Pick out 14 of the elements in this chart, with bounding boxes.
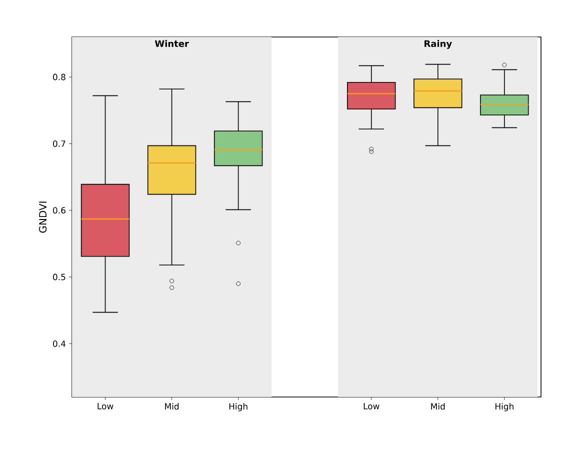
x-tick-label: High [495,403,514,412]
x-tick-label: Mid [165,403,179,410]
y-tick-label: 0.7 [53,140,66,147]
x-tick-label: High [229,403,248,412]
annotation: Rainy [424,40,452,49]
y-tick-label: 0.8 [53,74,66,80]
y-axis-title: GNDVI [39,202,47,233]
y-tick-label: 0.4 [53,340,66,347]
y-tick-label: 0.5 [53,274,66,280]
annotation: Winter [154,40,189,47]
y-tick-label: 0.6 [53,207,66,214]
x-tick-label: Low [98,403,114,410]
x-tick-label: Low [364,403,380,410]
x-tick-label: Mid [431,403,445,410]
